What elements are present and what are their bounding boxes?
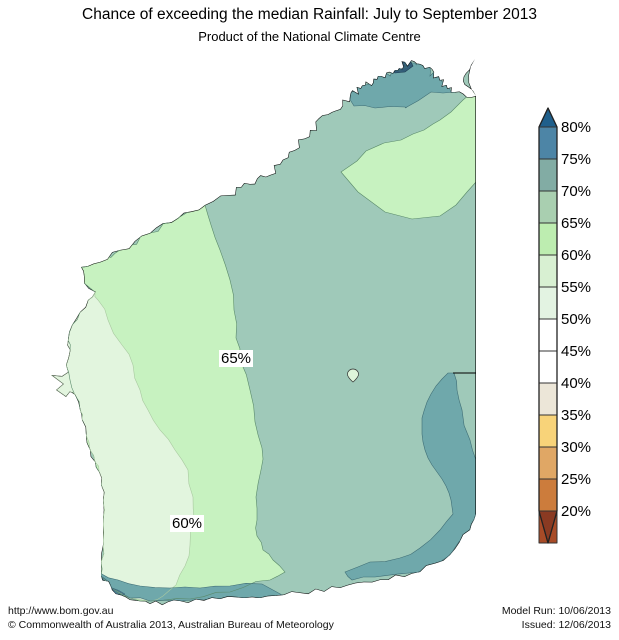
svg-text:80%: 80%: [561, 119, 591, 136]
svg-text:65%: 65%: [561, 215, 591, 232]
svg-text:55%: 55%: [561, 279, 591, 296]
svg-text:45%: 45%: [561, 343, 591, 360]
svg-text:35%: 35%: [561, 407, 591, 424]
svg-text:50%: 50%: [561, 311, 591, 328]
svg-text:70%: 70%: [561, 183, 591, 200]
svg-text:25%: 25%: [561, 471, 591, 488]
svg-text:20%: 20%: [561, 503, 591, 520]
svg-text:75%: 75%: [561, 151, 591, 168]
svg-text:60%: 60%: [561, 247, 591, 264]
svg-text:40%: 40%: [561, 375, 591, 392]
svg-text:30%: 30%: [561, 439, 591, 456]
